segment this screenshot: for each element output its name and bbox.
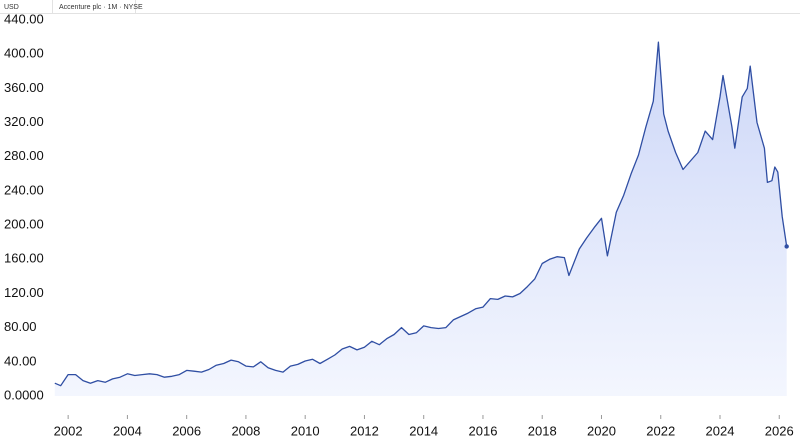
y-tick-label: 440.00: [4, 11, 44, 26]
x-tick-label: 2004: [113, 423, 142, 438]
x-tick-label: 2024: [706, 423, 735, 438]
x-tick-label: 2002: [54, 423, 83, 438]
y-tick-label: 0.0000: [4, 387, 44, 402]
y-tick-label: 400.00: [4, 46, 44, 61]
plot: 0.0000 40.00 80.00 120.00 160.00 200.00 240.00…: [4, 11, 794, 438]
x-tick-label: 2026: [765, 423, 794, 438]
x-tick-label: 2020: [587, 423, 616, 438]
instrument-label: Accenture plc · 1M · NYSE: [59, 4, 143, 11]
x-tick-label: 2010: [291, 423, 320, 438]
currency-label: USD: [4, 4, 19, 11]
y-tick-label: 360.00: [4, 80, 44, 95]
y-tick-label: 80.00: [4, 319, 37, 334]
price-line: [54, 41, 788, 387]
y-tick-label: 200.00: [4, 217, 44, 232]
x-tick-label: 2008: [231, 423, 260, 438]
last-point: [784, 244, 789, 249]
area: [54, 42, 787, 396]
x-tick-label: 2006: [172, 423, 201, 438]
y-tick-label: 240.00: [4, 182, 44, 197]
x-tick-label: 2016: [469, 423, 498, 438]
x-tick-label: 2012: [350, 423, 379, 438]
y-tick-label: 280.00: [4, 148, 44, 163]
x-tick-label: 2014: [409, 423, 438, 438]
x-tick-label: 2018: [528, 423, 557, 438]
y-tick-label: 320.00: [4, 114, 44, 129]
y-tick-label: 40.00: [4, 353, 37, 368]
x-tick-label: 2022: [646, 423, 675, 438]
y-tick-label: 160.00: [4, 251, 44, 266]
y-tick-label: 120.00: [4, 285, 44, 300]
